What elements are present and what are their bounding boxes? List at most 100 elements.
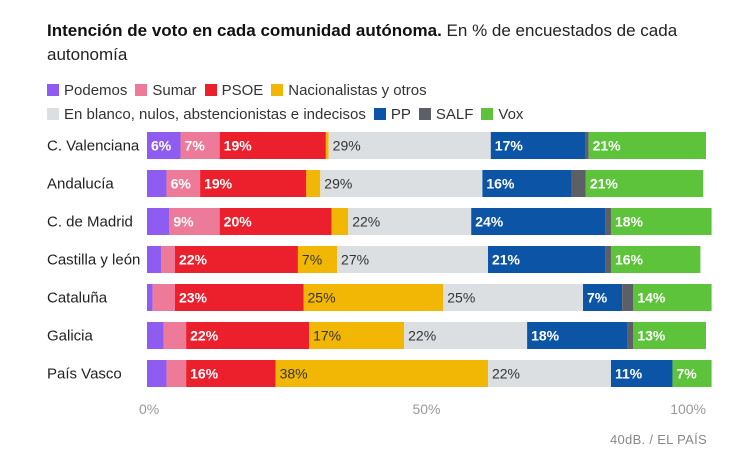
data-label: 29% (333, 138, 361, 154)
legend-item: PP (373, 103, 411, 127)
legend-swatch (481, 108, 494, 120)
bar-segment (219, 132, 326, 159)
legend-swatch (373, 108, 386, 120)
legend-swatch (135, 84, 148, 96)
data-label: 9% (173, 214, 194, 230)
bar-segment (633, 284, 712, 311)
data-label: 18% (615, 214, 644, 230)
legend-label: PSOE (221, 82, 264, 99)
data-label: 24% (475, 214, 504, 230)
bar-segment (471, 208, 606, 235)
bar-segment (174, 284, 304, 311)
row-label: C. Valenciana (47, 138, 140, 155)
legend-swatch (47, 108, 59, 120)
bar-segment (147, 284, 153, 311)
bar-segment (527, 322, 628, 349)
bar-segment (297, 246, 338, 273)
bar-segment (605, 208, 611, 235)
data-label: 38% (280, 366, 308, 382)
data-label: 22% (352, 214, 380, 230)
data-label: 13% (637, 328, 666, 344)
bar-segment (348, 208, 472, 235)
data-label: 16% (190, 366, 219, 382)
bar-segment (325, 132, 329, 159)
data-label: 23% (179, 290, 208, 306)
data-label: 18% (531, 328, 560, 344)
bar-segment (627, 322, 634, 349)
data-label: 20% (224, 214, 253, 230)
data-label: 19% (224, 138, 253, 154)
legend-item: Vox (481, 103, 523, 127)
bar-segment (585, 132, 589, 159)
bar-segment (174, 246, 298, 273)
bar-segment (152, 284, 175, 311)
bar-segment (482, 170, 572, 197)
data-label: 6% (151, 138, 172, 154)
chart-legend: Podemos Sumar PSOE Nacionalistas y otros En … (47, 79, 707, 127)
bar-segment (160, 246, 175, 273)
data-label: 22% (408, 328, 436, 344)
bar-segment (610, 208, 712, 235)
bar-segment (186, 322, 310, 349)
bar-segment (633, 322, 706, 349)
bar-segment (163, 322, 187, 349)
data-label: 22% (492, 366, 520, 382)
bar-segment (147, 132, 181, 159)
bar-segment (585, 170, 704, 197)
bar-segment (303, 284, 444, 311)
x-tick-label: 100% (670, 401, 706, 417)
chart-subtitle: En % de encuestados de cada autonomía (47, 21, 678, 64)
data-label: 29% (324, 176, 352, 192)
bar-segment (147, 246, 161, 273)
legend-item: Nacionalistas y otros (271, 79, 427, 103)
data-label: 25% (447, 290, 475, 306)
bar-segment (583, 284, 623, 311)
bar-segment (328, 132, 491, 159)
bar-segment (404, 322, 528, 349)
bar-segment (610, 246, 701, 273)
row-label: C. de Madrid (47, 214, 133, 231)
source-credit: 40dB. / EL PAÍS (610, 432, 707, 447)
data-label: 11% (615, 366, 643, 382)
legend-label: Nacionalistas y otros (288, 82, 427, 99)
data-label: 19% (204, 176, 233, 192)
legend-item: Sumar (135, 79, 197, 103)
x-tick-label: 50% (412, 401, 440, 417)
data-label: 16% (615, 252, 644, 268)
data-label: 17% (495, 138, 524, 154)
chart-title-main: Intención de voto en cada comunidad autó… (47, 21, 442, 40)
bar-segment (610, 360, 673, 387)
legend-swatch (418, 108, 431, 120)
data-label: 25% (308, 290, 336, 306)
legend-label: Vox (498, 106, 524, 123)
data-label: 21% (593, 138, 622, 154)
legend-label: SALF (435, 106, 474, 123)
data-label: 7% (587, 290, 608, 306)
x-tick-label: 0% (139, 401, 159, 417)
bar-segment (605, 246, 611, 273)
bar-segment (147, 170, 167, 197)
row-label: Andalucía (47, 176, 114, 193)
bar-segment (147, 360, 167, 387)
legend-item: SALF (418, 103, 474, 127)
row-label: Galicia (47, 328, 94, 345)
bar-segment (306, 170, 321, 197)
legend-label: Sumar (152, 82, 197, 99)
bar-segment (337, 246, 488, 273)
bar-segment (672, 360, 712, 387)
legend-swatch (271, 84, 284, 96)
data-label: 21% (590, 176, 619, 192)
data-label: 7% (185, 138, 206, 154)
data-label: 22% (190, 328, 219, 344)
bar-segment (169, 208, 220, 235)
row-label: País Vasco (47, 366, 122, 383)
bar-segment (309, 322, 405, 349)
bar-segment (487, 246, 606, 273)
legend-item: PSOE (204, 79, 264, 103)
bar-segment (487, 360, 611, 387)
legend-label: PP (390, 106, 411, 123)
bar-segment (622, 284, 634, 311)
legend-label: En blanco, nulos, abstencionistas e inde… (64, 106, 366, 123)
bar-segment (443, 284, 584, 311)
